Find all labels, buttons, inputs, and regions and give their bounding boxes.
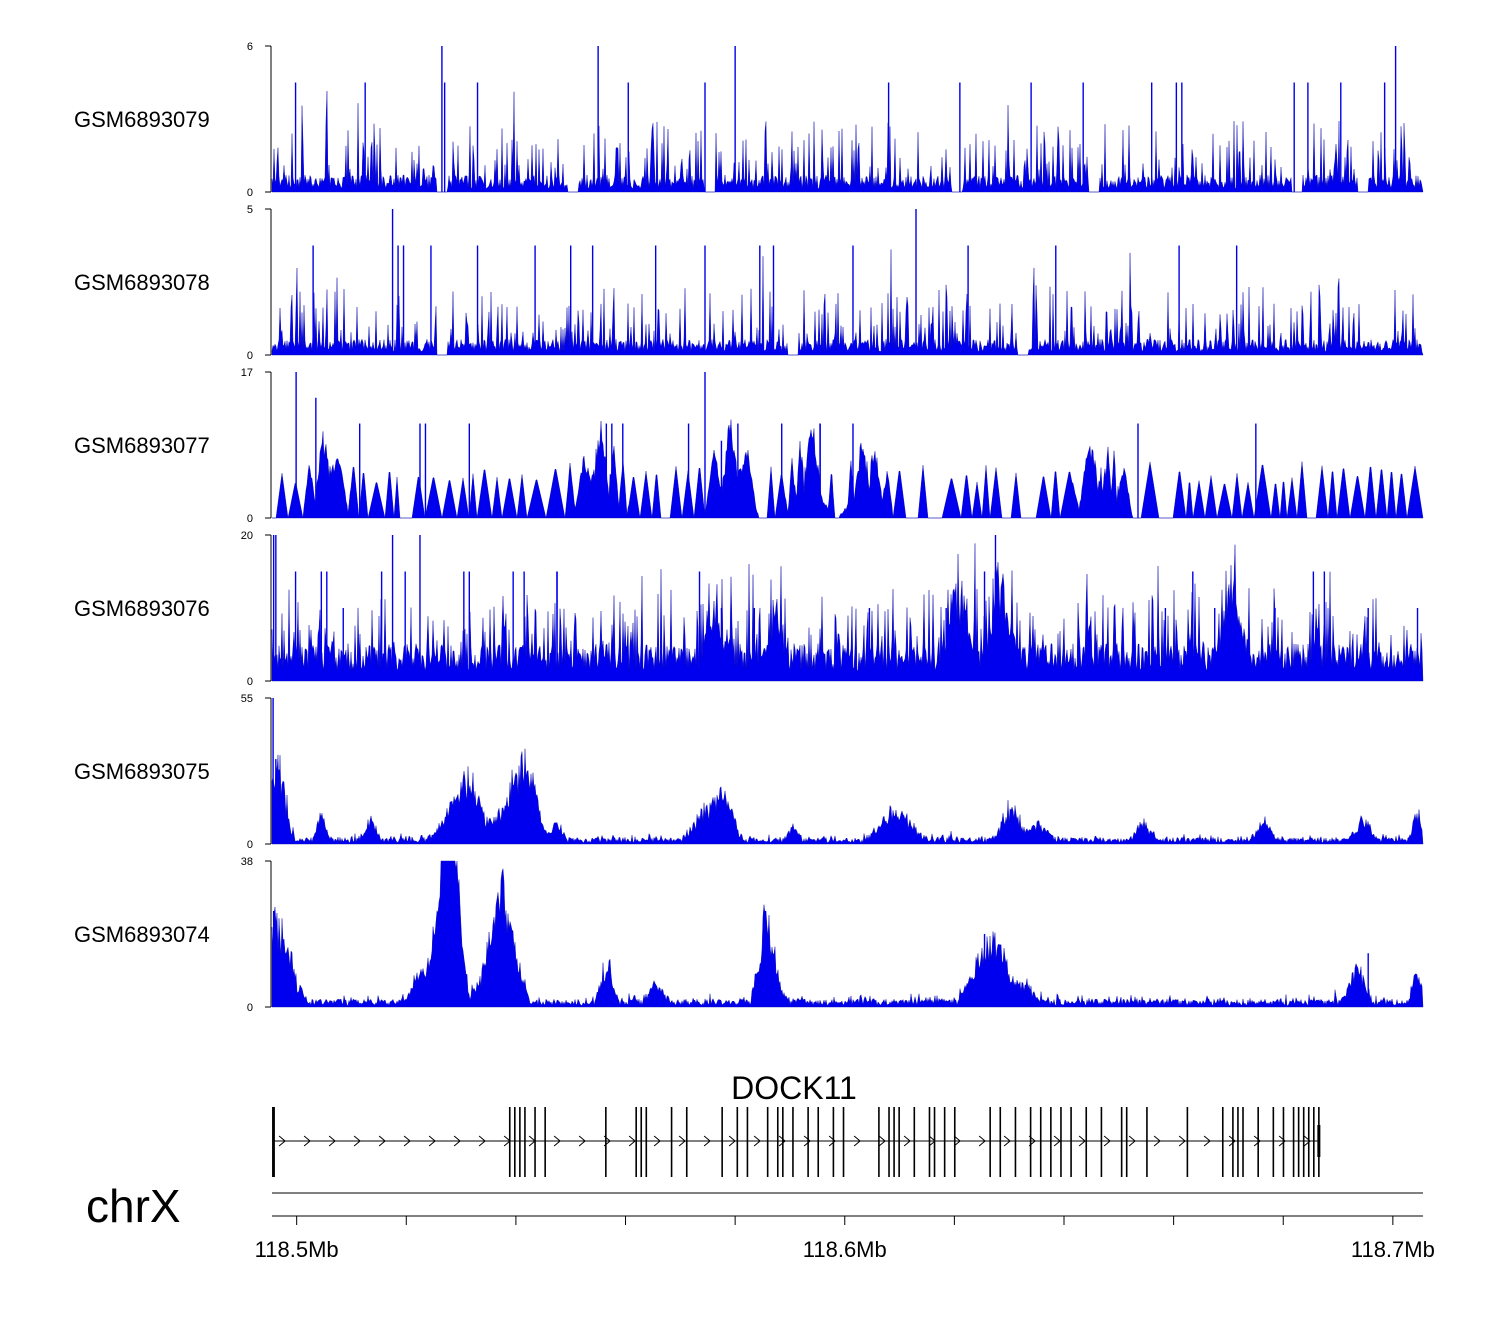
strand-arrow-icon: [703, 1135, 711, 1147]
strand-arrow-icon: [1153, 1135, 1161, 1147]
strand-arrow-icon: [278, 1135, 286, 1147]
strand-arrow-icon: [1003, 1135, 1011, 1147]
strand-arrow-icon: [1178, 1135, 1186, 1147]
coverage-area: [272, 419, 1424, 519]
strand-arrow-icon: [478, 1135, 486, 1147]
coverage-area: [271, 249, 1424, 356]
track-label: GSM6893077: [74, 433, 210, 458]
y-tick-label-max: 55: [241, 693, 253, 705]
y-tick-label-max: 5: [247, 204, 253, 216]
genome-axis: 118.5Mb 118.6Mb 118.7Mb: [255, 1192, 1435, 1262]
track-label: GSM6893076: [74, 596, 210, 621]
coverage-area: [271, 860, 1424, 1008]
y-tick-label-max: 20: [241, 530, 253, 542]
strand-arrow-icon: [353, 1135, 361, 1147]
track-GSM6893076: GSM6893076 20 0: [74, 530, 1424, 688]
track-GSM6893079: GSM6893079 6 0: [74, 41, 1424, 199]
strand-arrow-icon: [428, 1135, 436, 1147]
strand-arrow-icon: [953, 1135, 961, 1147]
strand-arrow-icon: [1078, 1135, 1086, 1147]
strand-arrow-icon: [553, 1135, 561, 1147]
strand-arrow-icon: [828, 1135, 836, 1147]
track-label: GSM6893079: [74, 107, 210, 132]
strand-arrow-icon: [628, 1135, 636, 1147]
strand-arrow-icon: [1203, 1135, 1211, 1147]
strand-arrow-icon: [878, 1135, 886, 1147]
coverage-area: [271, 543, 1424, 682]
strand-arrow-icon: [778, 1135, 786, 1147]
gene-annotation-track: DOCK11: [272, 1070, 1321, 1177]
y-tick-label-max: 6: [247, 41, 253, 53]
genome-axis-ticks: [296, 1216, 1394, 1225]
y-tick-label-max: 17: [241, 367, 253, 379]
strand-arrow-icon: [728, 1135, 736, 1147]
gene-name-label: DOCK11: [731, 1070, 857, 1106]
y-tick-label-min: 0: [247, 350, 253, 362]
y-tick-label-min: 0: [247, 513, 253, 525]
coverage-tracks: GSM689307960GSM689307850GSM6893077170GSM…: [74, 41, 1424, 1014]
strand-arrow-icon: [1053, 1135, 1061, 1147]
chromosome-label: chrX: [86, 1180, 181, 1232]
y-tick-label-max: 38: [241, 856, 253, 868]
strand-arrow-icon: [1303, 1135, 1311, 1147]
track-GSM6893075: GSM6893075 55 0: [74, 693, 1424, 851]
strand-arrow-icon: [378, 1135, 386, 1147]
strand-arrow-icon: [1278, 1135, 1286, 1147]
y-tick-label-min: 0: [247, 1002, 253, 1014]
y-tick-label-min: 0: [247, 676, 253, 688]
axis-tick-label-118-6mb: 118.6Mb: [803, 1237, 887, 1262]
coverage-area: [271, 748, 1424, 845]
track-GSM6893078: GSM6893078 5 0: [74, 204, 1424, 362]
strand-arrow-icon: [328, 1135, 336, 1147]
track-label: GSM6893074: [74, 922, 210, 947]
strand-arrow-icon: [653, 1135, 661, 1147]
track-label: GSM6893075: [74, 759, 210, 784]
strand-arrow-icon: [803, 1135, 811, 1147]
strand-arrow-icon: [578, 1135, 586, 1147]
strand-arrow-icon: [678, 1135, 686, 1147]
strand-arrow-icon: [853, 1135, 861, 1147]
track-label: GSM6893078: [74, 270, 210, 295]
strand-arrow-icon: [978, 1135, 986, 1147]
strand-arrow-icon: [453, 1135, 461, 1147]
strand-arrow-icon: [303, 1135, 311, 1147]
gene-model: [272, 1107, 1321, 1177]
strand-arrow-icon: [1103, 1135, 1111, 1147]
track-GSM6893077: GSM6893077 17 0: [74, 367, 1424, 525]
strand-arrow-icon: [753, 1135, 761, 1147]
strand-arrow-icon: [403, 1135, 411, 1147]
strand-arrow-icon: [1128, 1135, 1136, 1147]
strand-arrow-icon: [1228, 1135, 1236, 1147]
track-GSM6893074: GSM6893074 38 0: [74, 856, 1424, 1014]
axis-tick-label-118-5mb: 118.5Mb: [255, 1237, 339, 1262]
strand-arrow-icon: [903, 1135, 911, 1147]
y-tick-label-min: 0: [247, 839, 253, 851]
y-tick-label-min: 0: [247, 187, 253, 199]
strand-arrow-icon: [1253, 1135, 1261, 1147]
axis-tick-label-118-7mb: 118.7Mb: [1351, 1237, 1435, 1262]
